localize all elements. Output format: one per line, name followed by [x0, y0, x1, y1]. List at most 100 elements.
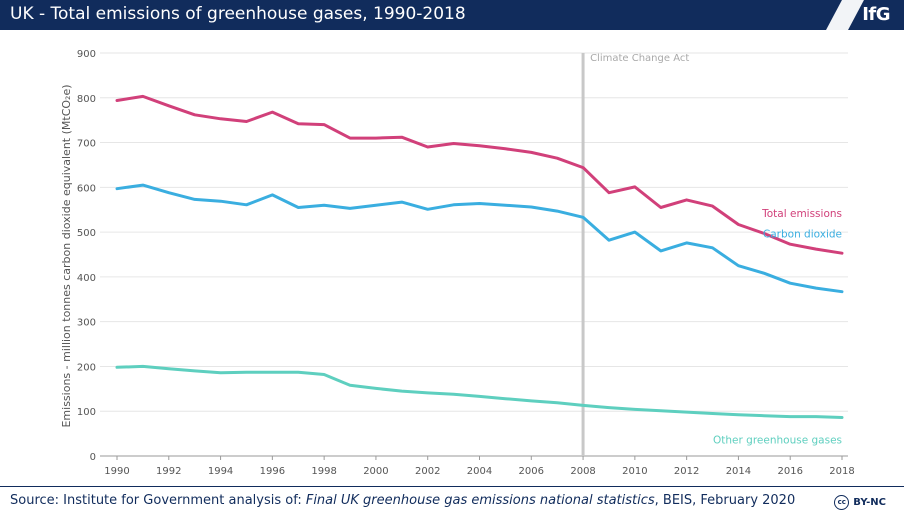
data-point-other-greenhouse-gases — [582, 404, 584, 406]
data-point-other-greenhouse-gases — [142, 365, 144, 367]
y-tick-label: 300 — [77, 318, 96, 329]
data-point-carbon-dioxide — [582, 216, 584, 218]
data-point-total-emissions — [349, 137, 351, 139]
x-tick-label: 2010 — [622, 466, 647, 477]
gridlines — [100, 52, 848, 457]
data-point-carbon-dioxide — [375, 204, 377, 206]
data-point-total-emissions — [427, 146, 429, 148]
license-badge: cc BY-NC — [834, 493, 886, 511]
x-tick-label: 1992 — [156, 466, 181, 477]
x-tick-label: 1996 — [260, 466, 285, 477]
data-point-carbon-dioxide — [504, 204, 506, 206]
data-point-carbon-dioxide — [634, 231, 636, 233]
data-point-carbon-dioxide — [815, 287, 817, 289]
data-point-carbon-dioxide — [349, 207, 351, 209]
x-tick-label: 2008 — [570, 466, 595, 477]
data-point-other-greenhouse-gases — [634, 408, 636, 410]
data-point-other-greenhouse-gases — [349, 384, 351, 386]
y-axis-ticks: 0 100 200 300 400 500 600 700 800 900 — [77, 49, 96, 463]
source-note: Source: Institute for Government analysi… — [10, 493, 795, 508]
series-lines — [115, 94, 844, 419]
data-point-carbon-dioxide — [660, 250, 662, 252]
y-tick-label: 0 — [90, 452, 96, 463]
y-tick-label: 200 — [77, 362, 96, 373]
data-point-total-emissions — [479, 145, 480, 147]
data-point-carbon-dioxide — [220, 200, 222, 202]
data-point-carbon-dioxide — [271, 194, 273, 196]
data-point-total-emissions — [142, 95, 144, 97]
data-point-other-greenhouse-gases — [737, 414, 739, 416]
series-line-other-greenhouse-gases — [115, 364, 844, 419]
data-point-carbon-dioxide — [608, 239, 610, 241]
data-point-total-emissions — [582, 167, 584, 169]
data-point-total-emissions — [530, 151, 532, 153]
x-tick-label: 2006 — [519, 466, 544, 477]
data-point-carbon-dioxide — [789, 282, 791, 284]
data-point-other-greenhouse-gases — [116, 366, 118, 368]
y-axis-label: Emissions - million tonnes carbon dioxid… — [60, 84, 73, 427]
climate-change-act-marker: Climate Change Act — [581, 53, 689, 456]
data-point-other-greenhouse-gases — [504, 398, 506, 400]
data-point-carbon-dioxide — [142, 184, 144, 186]
data-point-carbon-dioxide — [323, 204, 325, 206]
data-point-other-greenhouse-gases — [220, 372, 222, 374]
x-tick-label: 1990 — [104, 466, 129, 477]
data-point-total-emissions — [168, 105, 170, 107]
data-point-carbon-dioxide — [194, 198, 196, 200]
data-point-total-emissions — [763, 232, 765, 234]
series-line-carbon-dioxide — [115, 183, 844, 294]
data-point-total-emissions — [271, 111, 273, 113]
data-point-carbon-dioxide — [686, 242, 688, 244]
data-point-other-greenhouse-gases — [712, 412, 714, 414]
license-label: BY-NC — [853, 496, 886, 508]
series-label-total-emissions: Total emissions — [761, 208, 842, 220]
data-point-other-greenhouse-gases — [168, 368, 170, 370]
data-point-total-emissions — [504, 148, 506, 150]
data-point-carbon-dioxide — [116, 188, 118, 190]
y-tick-label: 400 — [77, 273, 96, 284]
data-point-other-greenhouse-gases — [530, 400, 532, 402]
data-point-other-greenhouse-gases — [660, 410, 662, 412]
data-point-other-greenhouse-gases — [375, 387, 377, 389]
data-point-total-emissions — [815, 248, 817, 250]
x-tick-label: 2002 — [415, 466, 440, 477]
data-point-total-emissions — [712, 205, 714, 207]
data-point-total-emissions — [608, 192, 610, 194]
data-point-carbon-dioxide — [737, 265, 739, 267]
data-point-carbon-dioxide — [530, 206, 532, 208]
y-tick-label: 600 — [77, 183, 96, 194]
x-tick-label: 1994 — [208, 466, 233, 477]
source-title: Final UK greenhouse gas emissions nation… — [305, 493, 655, 508]
data-point-carbon-dioxide — [556, 210, 558, 212]
data-point-carbon-dioxide — [453, 204, 455, 206]
x-tick-label: 2012 — [674, 466, 699, 477]
x-tick-label: 1998 — [311, 466, 336, 477]
data-point-total-emissions — [841, 252, 843, 254]
data-point-total-emissions — [375, 137, 377, 139]
creative-commons-icon: cc — [834, 494, 850, 510]
climate-change-act-label: Climate Change Act — [590, 53, 689, 64]
chart-title: UK - Total emissions of greenhouse gases… — [10, 4, 466, 24]
data-point-other-greenhouse-gases — [815, 416, 817, 418]
data-point-total-emissions — [789, 243, 791, 245]
series-labels: Total emissions Carbon dioxide Other green… — [713, 208, 842, 446]
y-tick-label: 700 — [77, 139, 96, 150]
data-point-other-greenhouse-gases — [841, 416, 843, 418]
data-point-carbon-dioxide — [479, 202, 480, 204]
data-point-other-greenhouse-gases — [271, 371, 273, 373]
series-label-other-greenhouse-gases: Other greenhouse gases — [713, 434, 842, 446]
data-point-other-greenhouse-gases — [686, 411, 688, 413]
y-tick-label: 800 — [77, 94, 96, 105]
data-point-total-emissions — [556, 157, 558, 159]
data-point-carbon-dioxide — [841, 291, 843, 293]
data-point-carbon-dioxide — [401, 201, 403, 203]
data-point-other-greenhouse-gases — [479, 395, 480, 397]
data-point-other-greenhouse-gases — [194, 370, 196, 372]
data-point-carbon-dioxide — [427, 208, 429, 210]
data-point-total-emissions — [194, 114, 196, 116]
data-point-carbon-dioxide — [763, 272, 765, 274]
data-point-total-emissions — [453, 142, 455, 144]
y-tick-label: 900 — [77, 49, 96, 60]
x-tick-label: 2000 — [363, 466, 388, 477]
data-point-other-greenhouse-gases — [453, 393, 455, 395]
